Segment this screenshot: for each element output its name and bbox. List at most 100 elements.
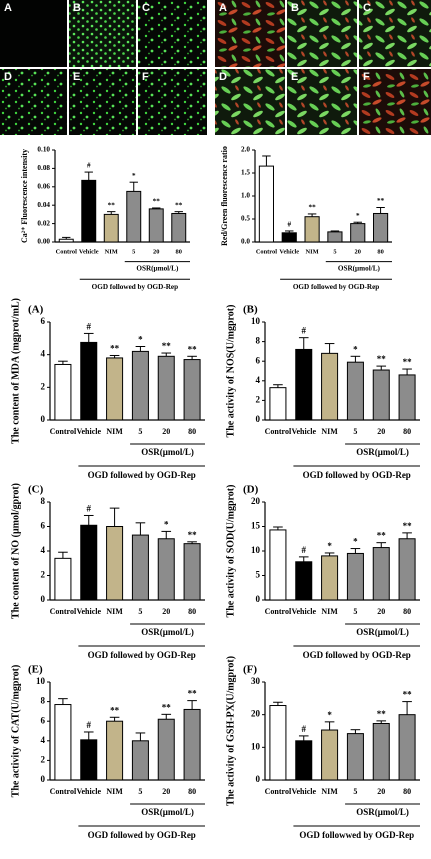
significance-label: * [164, 519, 169, 529]
y-tick-label: 2 [41, 381, 46, 391]
significance-label: # [87, 162, 91, 170]
x-tick-label: Vehicle [76, 787, 101, 796]
micrograph [215, 0, 285, 67]
group-label: OSR(μmol/L) [141, 447, 194, 457]
image-label: A [4, 2, 12, 14]
x-tick-label: Control [265, 607, 292, 616]
x-tick-label: 20 [162, 607, 170, 616]
bar-chart: 0.00 0.02 0.04 0.06 0.08 0.10 Ca²⁺ Fluorescenc… [20, 146, 190, 291]
y-tick-label: 8 [41, 696, 46, 706]
image-label: A [219, 2, 227, 14]
panel-label: (C) [28, 484, 44, 496]
y-tick-label: 0.02 [37, 219, 50, 227]
x-tick-label: 20 [377, 607, 385, 616]
bar [126, 190, 142, 243]
group-label: OGD followed by OGD-Rep [303, 650, 411, 660]
x-tick-label: NIM [321, 787, 338, 796]
x-tick-label: Control [265, 787, 292, 796]
y-tick-label: 8 [256, 336, 261, 346]
fluorescence-images-right: A B C D E F [215, 0, 431, 135]
image-label: E [73, 71, 80, 83]
x-tick-label: Control [56, 248, 77, 255]
y-tick-label: 15 [251, 521, 261, 531]
bar [81, 179, 97, 243]
bar [346, 361, 364, 421]
y-tick-label: 0.00 [37, 238, 50, 246]
bar [398, 374, 416, 421]
x-tick-label: NIM [321, 427, 338, 436]
significance-label: * [353, 344, 358, 354]
x-tick-label: 80 [377, 248, 383, 255]
x-tick-label: 5 [138, 607, 142, 616]
significance-label: ** [162, 341, 172, 351]
x-tick-label: 20 [153, 248, 159, 255]
x-tick-label: NIM [306, 248, 319, 255]
bar [103, 213, 119, 243]
bar [183, 708, 201, 781]
micrograph [69, 0, 136, 67]
image-label: C [363, 2, 371, 14]
panel-label: (A) [28, 304, 44, 316]
significance-label: ** [110, 705, 120, 715]
bar [269, 387, 287, 421]
x-tick-label: NIM [105, 248, 118, 255]
fluorescence-images-left: A B C D E F [0, 0, 207, 135]
x-tick-label: Vehicle [291, 607, 316, 616]
group-label: OGD followwed by OGD-Rep [299, 830, 414, 840]
x-tick-label: 5 [353, 787, 357, 796]
y-tick-label: 0.06 [37, 182, 50, 190]
bar [321, 555, 339, 601]
bar [183, 543, 201, 601]
x-tick-label: 20 [355, 248, 361, 255]
bar-chart: 0 2 4 6 8 The content of NO (μmol/gprot) (C) Co… [10, 483, 205, 660]
group-label: OSR(μmol/L) [136, 264, 179, 272]
micrograph [0, 69, 67, 135]
x-tick-label: NIM [106, 787, 123, 796]
x-tick-label: 5 [138, 787, 142, 796]
significance-label: ** [403, 690, 413, 700]
bar [304, 216, 320, 243]
significance-label: ** [110, 344, 120, 354]
bar [281, 232, 297, 243]
image-label: F [363, 71, 370, 83]
group-label: OSR(μmol/L) [338, 264, 381, 272]
x-tick-label: Control [256, 248, 277, 255]
group-label: OSR(μmol/L) [356, 447, 409, 457]
bar [131, 350, 149, 421]
panel-label: (F) [243, 664, 257, 676]
group-label: OSR(μmol/L) [356, 627, 409, 637]
group-label: OGD followed by OGD-Rep [303, 470, 411, 480]
bar [58, 238, 74, 243]
bar [106, 357, 124, 421]
bar [157, 718, 175, 781]
bar [372, 547, 390, 601]
significance-label: * [327, 710, 332, 720]
y-axis-label: The activity of NOS(U/mgprot) [225, 305, 236, 438]
bar-chart: 0.0 0.5 1.0 1.5 2.0 Red/Green fluorescence ra… [220, 146, 392, 291]
significance-label: ** [162, 702, 172, 712]
bar [295, 348, 313, 421]
micrograph [138, 69, 207, 135]
y-tick-label: 2 [41, 570, 46, 580]
y-tick-label: 8 [41, 496, 46, 506]
bar [106, 720, 124, 781]
x-tick-label: Control [50, 427, 77, 436]
x-tick-label: Vehicle [79, 248, 99, 255]
significance-label: ** [175, 201, 183, 209]
y-tick-label: 10 [251, 316, 261, 326]
significance-label: * [356, 212, 360, 220]
y-tick-label: 20 [251, 496, 261, 506]
image-label: D [4, 71, 12, 83]
x-tick-label: 5 [333, 248, 336, 255]
x-tick-label: Control [265, 427, 292, 436]
y-tick-label: 10 [251, 545, 261, 555]
x-tick-label: Vehicle [76, 427, 101, 436]
y-tick-label: 4 [41, 545, 46, 555]
bar [148, 208, 164, 243]
y-tick-label: 10 [36, 676, 46, 686]
y-tick-label: 4 [41, 349, 46, 359]
y-tick-label: 1.0 [241, 192, 250, 200]
y-tick-label: 10 [251, 741, 261, 751]
x-tick-label: 80 [188, 427, 196, 436]
significance-label: # [87, 720, 92, 730]
